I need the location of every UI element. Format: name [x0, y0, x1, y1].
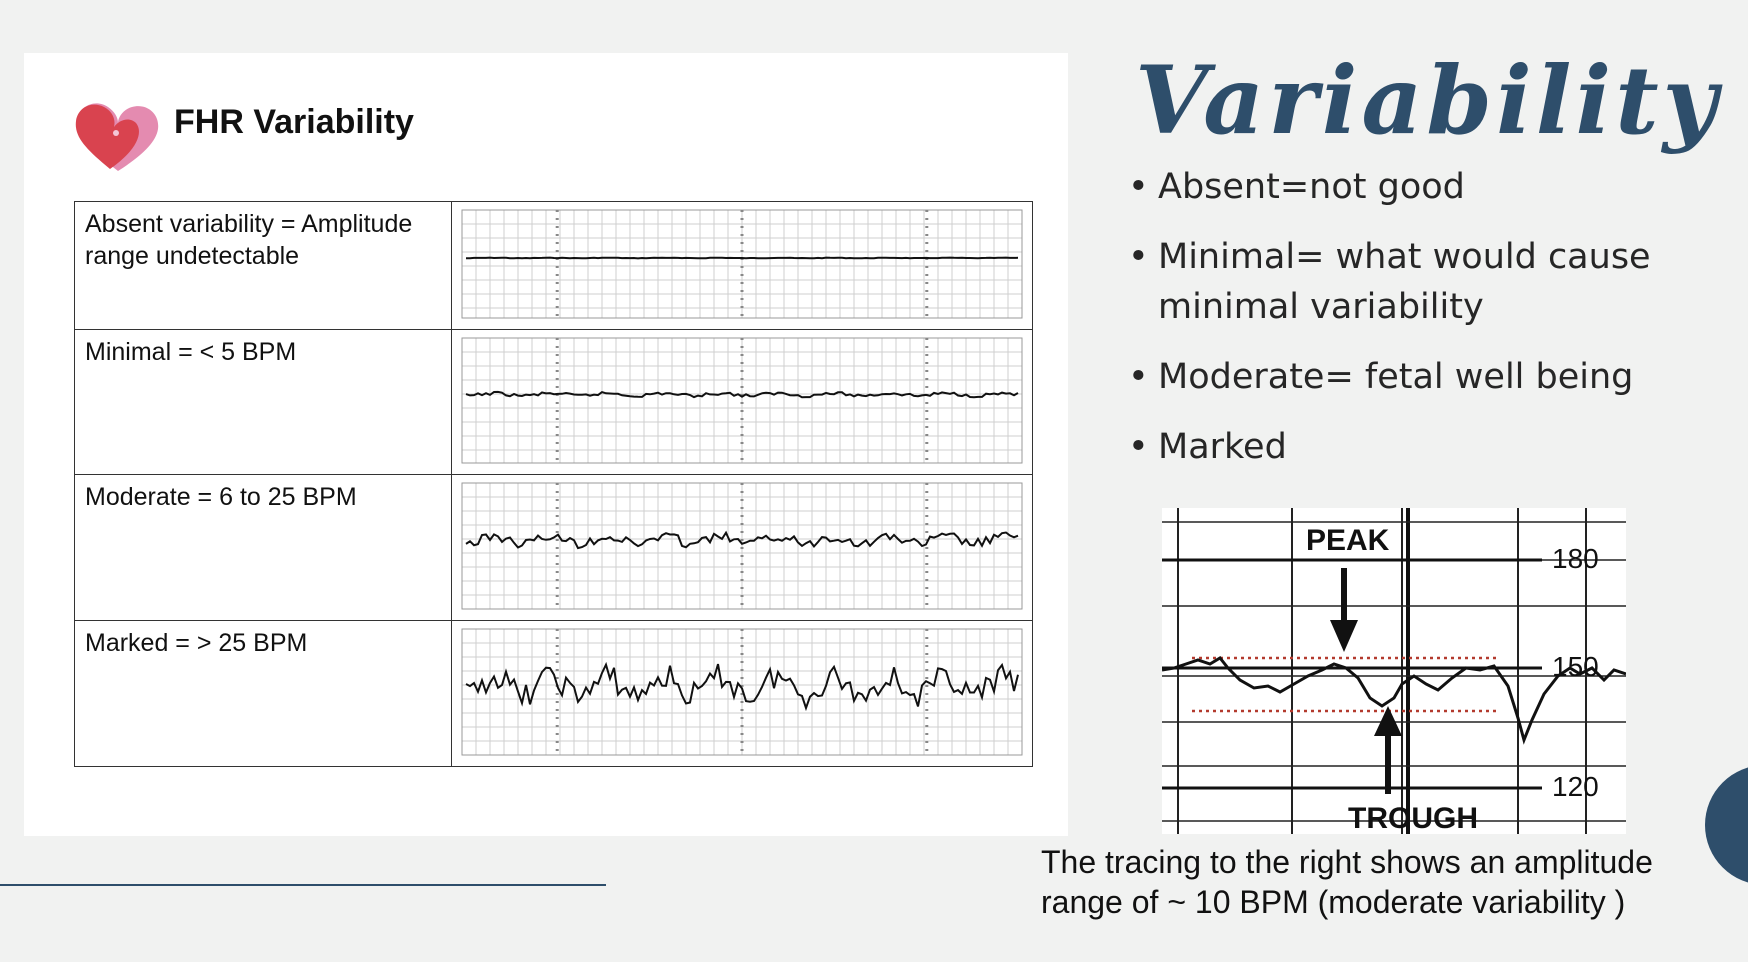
bullet-absent: Absent=not good [1128, 162, 1678, 212]
axis-label-120: 120 [1552, 771, 1599, 802]
row-label-absent: Absent variability = Amplitude range und… [74, 201, 452, 330]
axis-label-150: 150 [1552, 651, 1599, 682]
strip-marked [461, 628, 1023, 756]
table-row-absent: Absent variability = Amplitude range und… [74, 201, 1033, 330]
tracing-graph: PEAK TROUGH 180 150 120 [1161, 508, 1627, 835]
fhr-variability-table: Absent variability = Amplitude range und… [74, 201, 1033, 767]
decorative-rule [0, 884, 606, 886]
bullet-marked: Marked [1128, 422, 1678, 472]
table-row-minimal: Minimal = < 5 BPM [74, 329, 1033, 475]
bullet-list: Absent=not good Minimal= what would caus… [1128, 162, 1678, 492]
strip-absent [461, 209, 1023, 319]
strip-minimal [461, 337, 1023, 464]
bullet-moderate: Moderate= fetal well being [1128, 352, 1678, 402]
heart-logo-icon [75, 103, 159, 171]
row-label-minimal: Minimal = < 5 BPM [74, 329, 452, 475]
peak-label: PEAK [1306, 524, 1390, 557]
strip-moderate [461, 482, 1023, 610]
tracing-caption: The tracing to the right shows an amplit… [1041, 844, 1653, 920]
slide-title: Variability [1135, 46, 1722, 156]
axis-label-180: 180 [1552, 543, 1599, 574]
bullet-minimal: Minimal= what would cause minimal variab… [1128, 232, 1678, 332]
panel-title: FHR Variability [174, 103, 414, 141]
fhr-variability-panel: FHR Variability Absent variability = Amp… [24, 53, 1068, 836]
peak-trough-tracing: PEAK TROUGH 180 150 120 [1161, 508, 1627, 835]
trough-label: TROUGH [1348, 802, 1478, 834]
row-label-marked: Marked = > 25 BPM [74, 620, 452, 767]
table-row-moderate: Moderate = 6 to 25 BPM [74, 474, 1033, 621]
row-label-moderate: Moderate = 6 to 25 BPM [74, 474, 452, 621]
table-row-marked: Marked = > 25 BPM [74, 620, 1033, 767]
